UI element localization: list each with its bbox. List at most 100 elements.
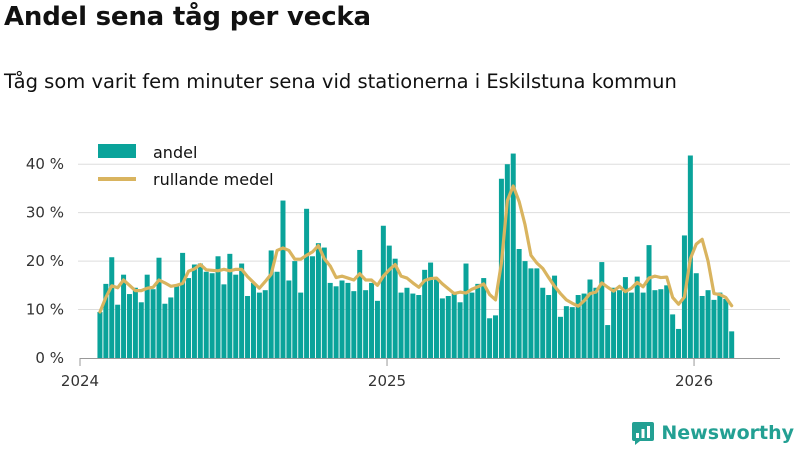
bar [605, 325, 611, 358]
bar [174, 285, 180, 358]
bar [315, 243, 321, 358]
bar [109, 257, 115, 358]
bar [121, 274, 127, 358]
bar [209, 273, 215, 358]
y-axis-ticks: 0 % 10 % 20 % 30 % 40 % [26, 155, 64, 367]
bar [628, 292, 634, 358]
y-tick-label: 40 % [26, 155, 64, 173]
bar [327, 282, 333, 358]
bar [268, 250, 274, 358]
bar [274, 271, 280, 358]
legend-swatch-andel [98, 144, 136, 158]
bar [351, 291, 357, 358]
bar [428, 262, 434, 358]
bar [451, 293, 457, 358]
bar [245, 295, 251, 358]
bar [611, 287, 617, 358]
bar [587, 279, 593, 358]
bar [593, 287, 599, 358]
bar [463, 263, 469, 358]
bar [256, 292, 262, 358]
bar [528, 268, 534, 358]
bar [398, 292, 404, 358]
bar [534, 268, 540, 358]
x-tick-label: 2026 [675, 372, 713, 390]
bar [298, 292, 304, 358]
bar [321, 247, 327, 358]
bar [186, 278, 192, 358]
bar [617, 290, 622, 358]
bar [510, 153, 516, 358]
bar [646, 245, 652, 358]
bar [652, 290, 658, 358]
bar [676, 328, 682, 358]
bar [250, 282, 256, 358]
x-tick-label: 2024 [61, 372, 99, 390]
bar [557, 316, 563, 358]
bar [156, 257, 162, 358]
x-axis-ticks: 2024 2025 2026 [61, 358, 713, 390]
bar [481, 278, 487, 358]
bar [215, 256, 221, 358]
bar [162, 303, 168, 358]
bar [599, 262, 605, 358]
newsworthy-brand[interactable]: Newsworthy [631, 420, 794, 446]
bar [699, 295, 705, 358]
y-tick-label: 30 % [26, 204, 64, 222]
bar-series-andel [97, 153, 735, 358]
bar [357, 249, 363, 358]
bar [581, 293, 587, 358]
bar [622, 277, 628, 358]
bar [262, 290, 268, 358]
bar [416, 295, 422, 358]
bar [640, 292, 646, 358]
bar [221, 284, 227, 358]
bar [227, 253, 233, 358]
bar [658, 289, 664, 358]
bar [487, 318, 493, 358]
brand-name: Newsworthy [661, 422, 794, 444]
line-series-rullande-medel [98, 184, 734, 314]
bar [717, 292, 723, 358]
bar [363, 290, 369, 358]
bar [168, 297, 174, 358]
bar [239, 263, 245, 358]
bar [475, 283, 481, 358]
bar [97, 311, 103, 358]
bar [711, 299, 717, 358]
bar [493, 315, 499, 358]
bar [457, 302, 463, 358]
bar [563, 306, 569, 358]
bar [575, 295, 581, 358]
bar [233, 274, 239, 358]
bar [115, 304, 121, 358]
bar [693, 273, 699, 358]
bar [292, 261, 298, 358]
bar [150, 289, 156, 358]
bar [723, 298, 729, 358]
bar [126, 294, 132, 358]
bar [203, 271, 209, 358]
bar [374, 300, 380, 358]
bar [138, 302, 144, 358]
chart-subtitle: Tåg som varit fem minuter sena vid stati… [4, 70, 677, 93]
bar [103, 283, 109, 358]
bar [516, 249, 522, 358]
bar [634, 276, 640, 358]
bar [380, 225, 386, 358]
chart-title: Andel sena tåg per vecka [4, 2, 371, 32]
bar [664, 285, 670, 358]
bar [333, 286, 339, 358]
bar [144, 274, 150, 358]
bar [345, 282, 351, 358]
bar [392, 258, 398, 358]
bar [410, 293, 416, 358]
bar [369, 282, 375, 358]
y-tick-label: 10 % [26, 301, 64, 319]
legend-label-rullande-medel: rullande medel [153, 170, 274, 189]
bar [422, 269, 428, 358]
bar [522, 261, 528, 358]
bar [552, 275, 558, 358]
bar [180, 252, 186, 358]
